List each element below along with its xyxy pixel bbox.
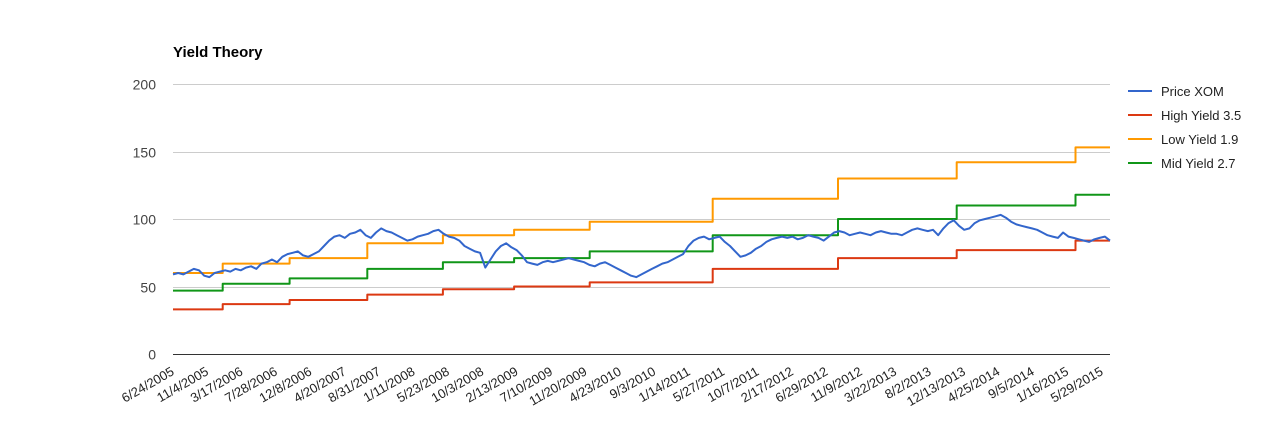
y-tick-label: 100	[133, 212, 157, 228]
chart-title: Yield Theory	[173, 44, 263, 61]
legend-label: Mid Yield 2.7	[1161, 156, 1235, 171]
legend: Price XOM High Yield 3.5 Low Yield 1.9 Mid …	[1128, 84, 1241, 171]
series-line-price-xom	[172, 213, 1111, 279]
grid	[173, 84, 1110, 288]
y-tick-label: 200	[133, 77, 157, 93]
y-axis-ticks: 0 50 100 150 200	[133, 77, 157, 363]
y-tick-label: 0	[148, 347, 156, 363]
series-line-high-yield-3-5	[173, 239, 1110, 311]
series-line-mid-yield-2-7	[173, 193, 1110, 292]
y-tick-label: 50	[140, 280, 156, 296]
legend-label: Price XOM	[1161, 84, 1224, 99]
series-lines	[172, 146, 1111, 311]
legend-label: Low Yield 1.9	[1161, 132, 1238, 147]
y-tick-label: 150	[133, 145, 157, 161]
legend-label: High Yield 3.5	[1161, 108, 1241, 123]
series-line-low-yield-1-9	[173, 146, 1110, 274]
x-axis-ticks: 6/24/200511/4/20053/17/20067/28/200612/8…	[119, 364, 1106, 410]
